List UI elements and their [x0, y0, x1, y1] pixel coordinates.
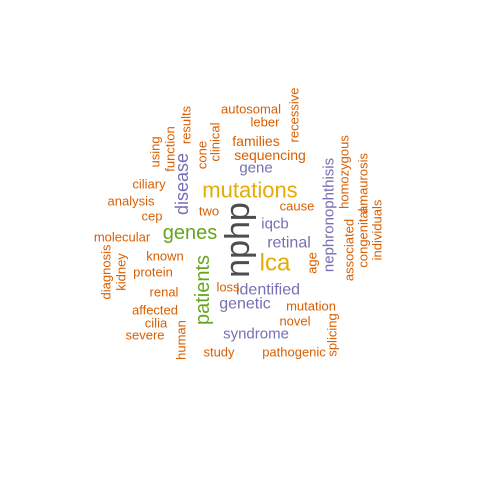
word-syndrome: syndrome	[223, 326, 289, 343]
word-severe: severe	[125, 328, 164, 343]
word-results: results	[179, 105, 194, 144]
word-renal: renal	[150, 285, 179, 300]
word-associated: associated	[342, 219, 357, 281]
word-autosomal: autosomal	[221, 102, 281, 117]
word-novel: novel	[279, 314, 310, 329]
word-cause: cause	[280, 199, 315, 214]
word-lca: lca	[260, 250, 291, 277]
word-mutations: mutations	[202, 178, 297, 203]
word-genes: genes	[163, 222, 218, 244]
word-families: families	[232, 133, 279, 149]
word-clinical: clinical	[208, 122, 223, 161]
word-gene: gene	[239, 160, 272, 177]
word-nephronophthisis: nephronophthisis	[321, 158, 338, 272]
word-study: study	[203, 345, 235, 360]
word-cone: cone	[195, 141, 210, 169]
word-analysis: analysis	[108, 194, 155, 209]
word-function: function	[163, 126, 178, 172]
word-known: known	[146, 249, 184, 264]
word-two: two	[199, 204, 219, 219]
word-mutation: mutation	[286, 299, 336, 314]
word-molecular: molecular	[94, 230, 151, 245]
word-protein: protein	[133, 265, 173, 280]
word-recessive: recessive	[287, 88, 302, 143]
word-genetic: genetic	[219, 296, 271, 313]
word-amaurosis: amaurosis	[356, 153, 371, 213]
word-kidney: kidney	[114, 253, 129, 291]
word-cilia: cilia	[145, 316, 168, 331]
word-loss: loss	[216, 280, 240, 295]
word-congenital: congenital	[356, 208, 371, 267]
word-disease: disease	[172, 153, 192, 215]
word-age: age	[305, 252, 320, 274]
word-homozygous: homozygous	[337, 135, 352, 209]
word-human: human	[174, 320, 189, 360]
word-nphp: nphp	[219, 202, 257, 278]
word-pathogenic: pathogenic	[262, 345, 326, 360]
word-using: using	[148, 136, 163, 167]
word-leber: leber	[251, 115, 281, 130]
word-patients: patients	[192, 255, 214, 325]
word-iqcb: iqcb	[261, 216, 289, 233]
word-splicing: splicing	[325, 313, 340, 356]
word-ciliary: ciliary	[132, 177, 166, 192]
word-individuals: individuals	[370, 199, 385, 260]
word-sequencing: sequencing	[234, 147, 306, 163]
word-retinal: retinal	[267, 235, 311, 252]
word-affected: affected	[132, 303, 178, 318]
word-identified: identified	[236, 282, 300, 299]
word-cep: cep	[142, 209, 163, 224]
word-diagnosis: diagnosis	[99, 244, 114, 299]
